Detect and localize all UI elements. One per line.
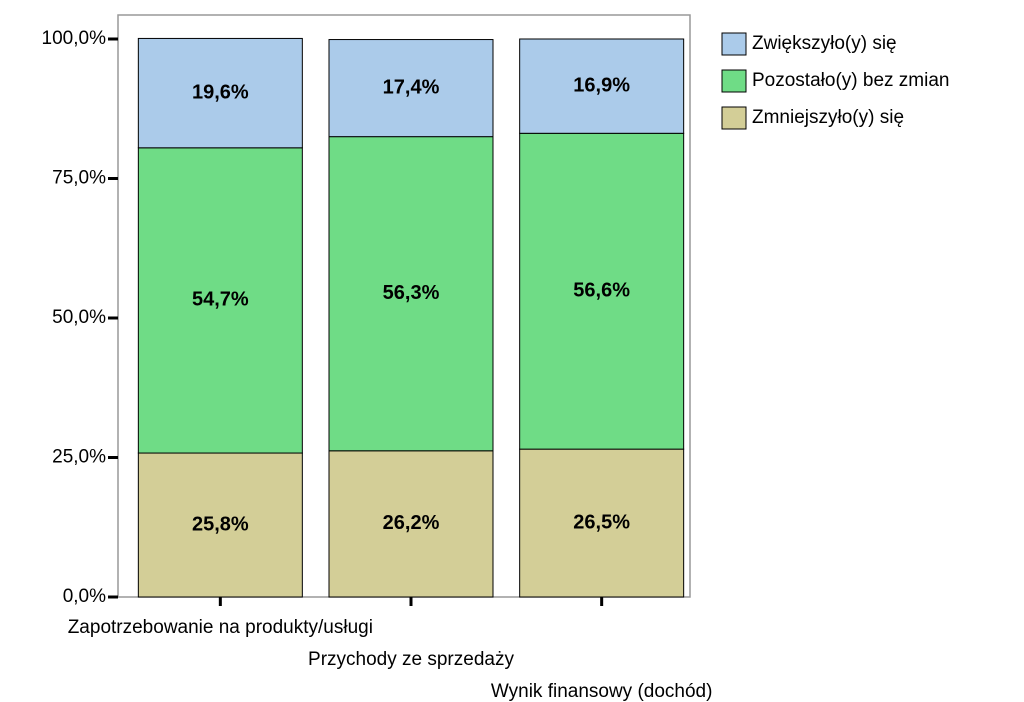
bar-segment [137, 37, 303, 149]
x-tick-label: Zapotrzebowanie na produkty/usługi [68, 617, 373, 638]
bar-segment [328, 136, 494, 452]
value-label: 26,5% [573, 511, 630, 533]
value-label: 54,7% [192, 289, 249, 311]
y-tick-label: 100,0% [42, 28, 107, 49]
value-label: 19,6% [192, 81, 249, 103]
legend-label: Pozostało(y) bez zmian [752, 70, 949, 91]
bar-segment [137, 147, 303, 454]
bar-segment [519, 132, 685, 450]
x-tick-label: Przychody ze sprzedaży [308, 649, 514, 670]
y-tick-label: 75,0% [52, 168, 106, 189]
value-label: 17,4% [383, 76, 440, 98]
bar-segment [519, 448, 685, 598]
legend-swatch [721, 32, 747, 56]
legend-swatch [721, 69, 747, 93]
y-tick-label: 50,0% [52, 307, 106, 328]
bar-segment [328, 450, 494, 598]
legend-swatch [721, 106, 747, 130]
bar-segment [137, 452, 303, 598]
bar-segment [328, 39, 494, 138]
y-tick-label: 0,0% [63, 586, 106, 607]
value-label: 16,9% [573, 74, 630, 96]
legend-label: Zmniejszyło(y) się [752, 107, 904, 128]
value-label: 56,6% [573, 279, 630, 301]
x-tick-label: Wynik finansowy (dochód) [491, 681, 713, 702]
value-label: 26,2% [383, 512, 440, 534]
value-label: 25,8% [192, 513, 249, 535]
bar-segment [519, 38, 685, 134]
y-tick-label: 25,0% [52, 447, 106, 468]
legend-label: Zwiększyło(y) się [752, 33, 897, 54]
value-label: 56,3% [383, 282, 440, 304]
